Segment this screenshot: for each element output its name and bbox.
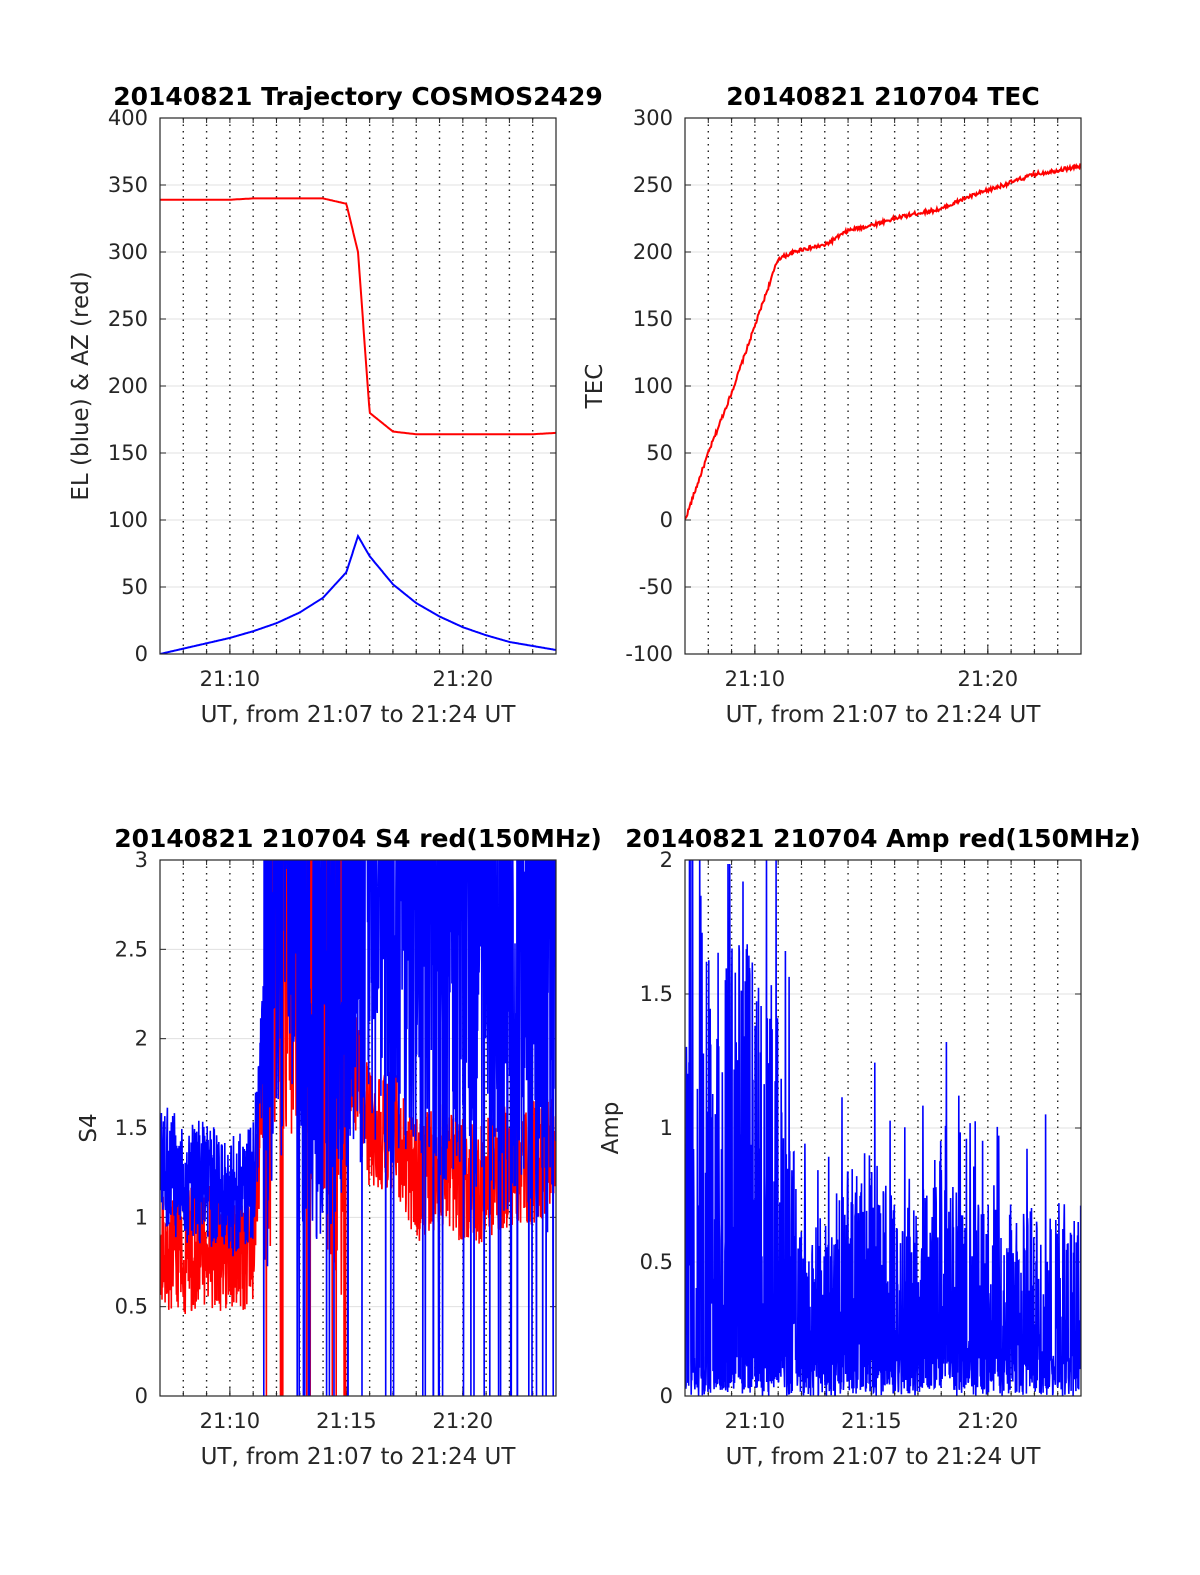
y-tick-label: -50 — [639, 575, 673, 599]
x-tick-label: 21:15 — [316, 1409, 377, 1433]
y-tick-label: 3 — [135, 848, 148, 872]
amp-series-0 — [685, 860, 1081, 1396]
axes-frame — [684, 859, 1082, 1397]
y-tick-label: 150 — [108, 441, 148, 465]
y-tick-label: 100 — [633, 374, 673, 398]
y-tick-label: 0.5 — [640, 1250, 673, 1274]
tec-title: 20140821 210704 TEC — [726, 82, 1039, 111]
tec-panel: 20140821 210704 TEC UT, from 21:07 to 21… — [582, 82, 1082, 728]
x-tick-label: 21:20 — [433, 667, 494, 691]
y-tick-label: 0 — [660, 1384, 673, 1408]
s4-series-1 — [160, 860, 556, 1396]
y-tick-label: -100 — [625, 642, 673, 666]
y-tick-label: 2.5 — [115, 937, 148, 961]
y-tick-label: 250 — [633, 173, 673, 197]
y-tick-label: 50 — [121, 575, 148, 599]
y-tick-label: 300 — [633, 106, 673, 130]
amp-panel: 20140821 210704 Amp red(150MHz) UT, from… — [598, 824, 1141, 1470]
x-tick-label: 21:10 — [200, 1409, 261, 1433]
y-tick-label: 400 — [108, 106, 148, 130]
trajectory-series-0 — [160, 533, 556, 654]
y-tick-label: 1 — [660, 1116, 673, 1140]
x-tick-label: 21:10 — [200, 667, 261, 691]
axes-frame — [159, 117, 557, 655]
x-tick-label: 21:20 — [958, 667, 1019, 691]
tec-series-0 — [685, 162, 1081, 520]
trajectory-series-1 — [160, 197, 556, 436]
axes-frame — [684, 117, 1082, 655]
axes-frame — [159, 859, 557, 1397]
y-tick-label: 0 — [660, 508, 673, 532]
amp-xlabel: UT, from 21:07 to 21:24 UT — [726, 1444, 1042, 1470]
y-tick-label: 2 — [135, 1027, 148, 1051]
y-tick-label: 0.5 — [115, 1295, 148, 1319]
trajectory-panel: 20140821 Trajectory COSMOS2429 UT, from … — [68, 82, 603, 728]
y-tick-label: 150 — [633, 307, 673, 331]
y-tick-label: 1 — [135, 1205, 148, 1229]
s4-xlabel: UT, from 21:07 to 21:24 UT — [201, 1444, 517, 1470]
x-tick-label: 21:15 — [841, 1409, 902, 1433]
trajectory-ylabel: EL (blue) & AZ (red) — [68, 271, 94, 500]
s4-ylabel: S4 — [76, 1113, 102, 1142]
y-tick-label: 2 — [660, 848, 673, 872]
y-tick-label: 250 — [108, 307, 148, 331]
amp-ylabel: Amp — [598, 1102, 624, 1155]
s4-panel: 20140821 210704 S4 red(150MHz) UT, from … — [76, 824, 602, 1470]
y-tick-label: 350 — [108, 173, 148, 197]
x-tick-label: 21:10 — [725, 1409, 786, 1433]
y-tick-label: 1.5 — [115, 1116, 148, 1140]
amp-title: 20140821 210704 Amp red(150MHz) — [625, 824, 1141, 853]
tec-xlabel: UT, from 21:07 to 21:24 UT — [726, 702, 1042, 728]
y-tick-label: 50 — [646, 441, 673, 465]
y-tick-label: 1.5 — [640, 982, 673, 1006]
y-tick-label: 0 — [135, 1384, 148, 1408]
y-tick-label: 200 — [633, 240, 673, 264]
trajectory-title: 20140821 Trajectory COSMOS2429 — [113, 82, 603, 111]
x-tick-label: 21:20 — [958, 1409, 1019, 1433]
tec-ylabel: TEC — [582, 364, 608, 410]
y-tick-label: 300 — [108, 240, 148, 264]
y-tick-label: 0 — [135, 642, 148, 666]
s4-title: 20140821 210704 S4 red(150MHz) — [114, 824, 602, 853]
y-tick-label: 100 — [108, 508, 148, 532]
x-tick-label: 21:20 — [433, 1409, 494, 1433]
x-tick-label: 21:10 — [725, 667, 786, 691]
y-tick-label: 200 — [108, 374, 148, 398]
trajectory-xlabel: UT, from 21:07 to 21:24 UT — [201, 702, 517, 728]
